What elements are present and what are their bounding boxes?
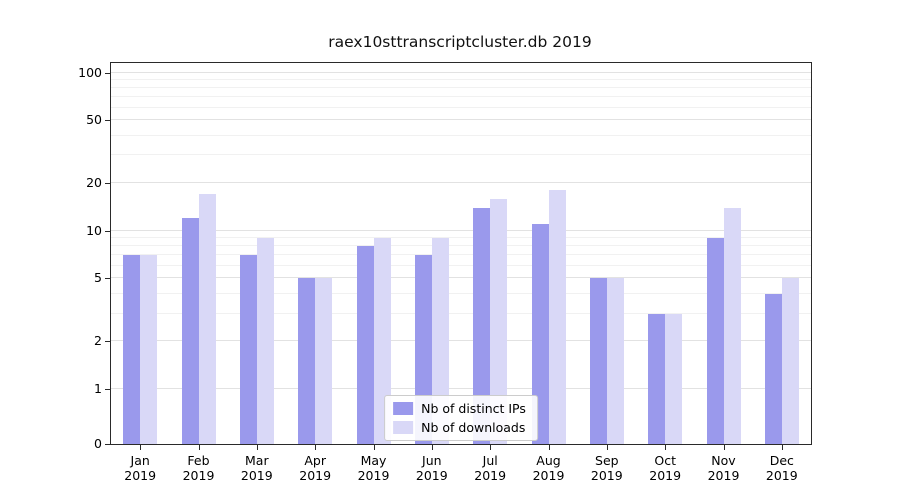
y-tick-label: 5 [94, 270, 102, 286]
y-tick-label: 2 [94, 333, 102, 349]
bar-downloads [781, 278, 799, 444]
x-tick-mark [198, 445, 200, 450]
gridline-minor [111, 254, 811, 256]
gridline-major [111, 277, 811, 279]
gridlines [111, 63, 811, 444]
gridline-major [111, 340, 811, 342]
bar-downloads [548, 190, 566, 444]
y-tick-label: 0 [94, 436, 102, 451]
x-tick-label: Oct 2019 [649, 453, 682, 483]
gridline-minor [111, 96, 811, 98]
legend-swatch-distinct-ips [393, 402, 414, 415]
gridline-major [111, 388, 811, 389]
y-tick-mark [105, 341, 110, 343]
x-tick-mark [665, 445, 667, 450]
x-tick-label: Dec 2019 [765, 453, 798, 483]
gridline-minor [111, 292, 811, 294]
y-tick-label: 10 [86, 222, 102, 238]
y-tick-mark [105, 230, 110, 232]
x-tick-mark [431, 445, 433, 450]
x-tick-mark [781, 445, 783, 450]
bar-distinct-ips [706, 238, 724, 444]
x-tick-label: Sep 2019 [590, 453, 623, 483]
legend-entry-distinct-ips: Nb of distinct IPs [393, 401, 526, 416]
bar-downloads [373, 238, 391, 444]
y-tick-mark [105, 444, 110, 445]
bar-downloads [431, 238, 449, 444]
x-tick-label: Jan 2019 [124, 453, 157, 483]
y-tick-label: 50 [86, 112, 102, 128]
bar-distinct-ips [123, 255, 141, 444]
x-tick-label: Nov 2019 [707, 453, 740, 483]
gridline-major [111, 71, 811, 73]
y-tick-mark [105, 72, 110, 74]
gridline-minor [111, 237, 811, 238]
x-tick-mark [140, 445, 142, 450]
bar-downloads [665, 313, 683, 444]
bar-series [111, 63, 811, 444]
x-tick-label: Mar 2019 [240, 453, 273, 483]
gridline-minor [111, 312, 811, 314]
x-tick-label: Jul 2019 [474, 453, 507, 483]
y-tick-mark [105, 278, 110, 280]
y-tick-mark [105, 120, 110, 122]
bar-downloads [256, 238, 274, 444]
bar-downloads [606, 278, 624, 444]
bar-distinct-ips [648, 313, 666, 444]
x-tick-mark [548, 445, 550, 450]
plot-area: Nb of distinct IPs Nb of downloads [110, 62, 812, 445]
y-tick-label: 100 [78, 64, 102, 80]
gridline-major [111, 229, 811, 231]
bar-downloads [723, 207, 741, 444]
gridline-minor [111, 264, 811, 266]
bar-distinct-ips [239, 255, 257, 444]
x-tick-label: Aug 2019 [532, 453, 565, 483]
x-tick-label: Apr 2019 [299, 453, 332, 483]
y-tick-label: 1 [94, 381, 102, 396]
y-tick-mark [105, 183, 110, 185]
gridline-minor [111, 134, 811, 136]
y-tick-label: 20 [86, 175, 102, 191]
bar-distinct-ips [298, 278, 316, 444]
y-tick-mark [105, 389, 110, 390]
legend-swatch-downloads [393, 421, 414, 434]
bar-downloads [140, 255, 158, 444]
x-tick-mark [315, 445, 317, 450]
bar-distinct-ips [531, 224, 549, 444]
bar-distinct-ips [356, 246, 374, 444]
legend: Nb of distinct IPs Nb of downloads [384, 395, 538, 441]
bar-distinct-ips [181, 218, 199, 444]
bar-downloads [315, 278, 333, 444]
gridline-minor [111, 154, 811, 156]
bar-distinct-ips [589, 278, 607, 444]
x-tick-mark [256, 445, 258, 450]
x-tick-label: May 2019 [357, 453, 390, 483]
x-tick-mark [723, 445, 725, 450]
bar-downloads [490, 198, 508, 444]
x-tick-label: Jun 2019 [415, 453, 448, 483]
legend-label-downloads: Nb of downloads [421, 420, 526, 435]
x-tick-mark [490, 445, 492, 450]
legend-entry-downloads: Nb of downloads [393, 420, 526, 435]
gridline-major [111, 182, 811, 184]
x-tick-mark [606, 445, 608, 450]
legend-label-distinct-ips: Nb of distinct IPs [421, 401, 526, 416]
gridline-major [111, 119, 811, 121]
gridline-minor [111, 86, 811, 88]
gridline-minor [111, 106, 811, 108]
chart-title: raex10sttranscriptcluster.db 2019 [328, 33, 592, 51]
gridline-minor [111, 245, 811, 247]
bar-distinct-ips [473, 207, 491, 444]
bar-downloads [198, 194, 216, 444]
x-tick-mark [373, 445, 375, 450]
gridline-minor [111, 78, 811, 80]
x-tick-label: Feb 2019 [182, 453, 215, 483]
bar-distinct-ips [764, 293, 782, 444]
